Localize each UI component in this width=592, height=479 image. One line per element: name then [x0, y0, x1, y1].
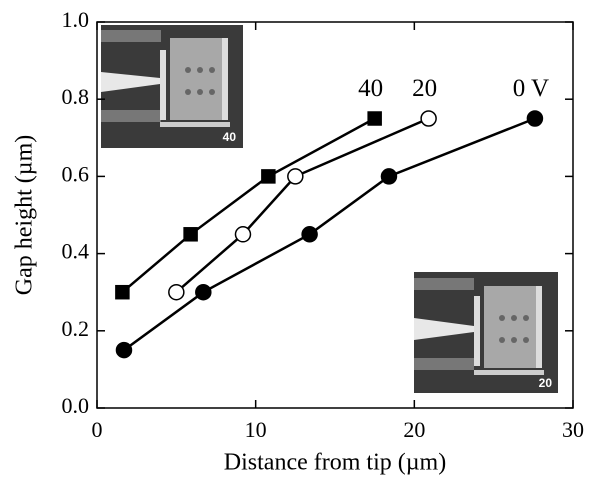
series-label: 20	[412, 75, 437, 102]
marker	[380, 168, 398, 185]
marker	[115, 341, 133, 359]
marker	[526, 110, 544, 127]
x-tick-label: 10	[245, 417, 267, 442]
y-tick-label: 0.8	[62, 84, 90, 109]
y-tick-label: 0.6	[62, 161, 90, 186]
marker	[420, 110, 437, 127]
marker	[183, 227, 198, 242]
marker	[115, 284, 130, 300]
marker	[301, 226, 318, 243]
y-tick-label: 0.2	[62, 316, 90, 341]
y-tick-label: 0.0	[62, 393, 90, 418]
marker	[287, 168, 304, 185]
inset-label: 20	[539, 376, 553, 390]
x-axis-label: Distance from tip (µm)	[224, 450, 446, 476]
y-tick-label: 0.4	[62, 239, 90, 264]
x-tick-label: 30	[562, 417, 584, 442]
inset-label: 40	[223, 130, 237, 144]
series-label: 0 V	[513, 75, 549, 102]
marker	[367, 111, 382, 126]
series-line	[175, 117, 430, 294]
x-tick-label: 20	[403, 417, 425, 442]
marker	[234, 226, 252, 243]
inset-image: 20	[414, 272, 558, 393]
inset-image: 40	[101, 25, 243, 148]
series-label: 40	[358, 75, 383, 102]
y-tick-label: 1.0	[62, 7, 90, 32]
x-tick-label: 0	[92, 417, 103, 442]
marker	[168, 283, 185, 301]
series-line	[121, 117, 376, 294]
plot-frame	[96, 21, 574, 409]
y-axis-label: Gap height (µm)	[12, 135, 38, 295]
marker	[261, 169, 276, 184]
marker	[195, 283, 212, 301]
